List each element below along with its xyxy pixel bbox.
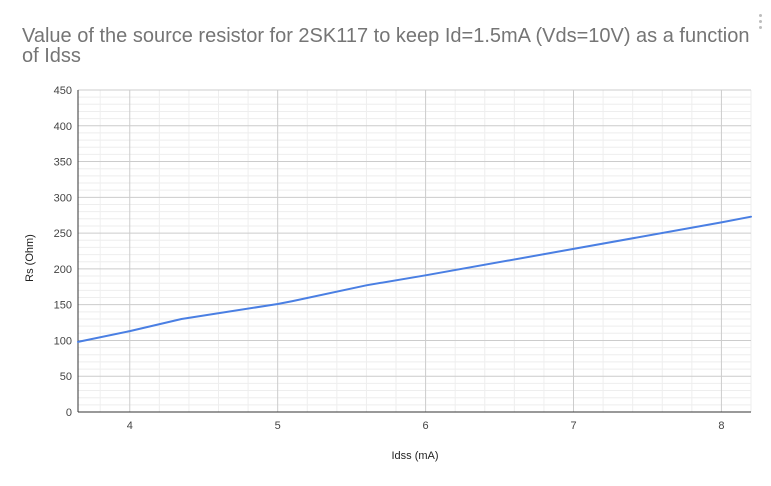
y-tick-label: 250 xyxy=(54,228,72,240)
series-layer xyxy=(77,215,752,343)
major-gridlines xyxy=(78,89,751,412)
x-tick-label: 7 xyxy=(570,420,576,432)
more-options-icon[interactable] xyxy=(757,12,765,30)
y-tick-label: 300 xyxy=(54,192,72,204)
x-axis-title: Idss (mA) xyxy=(391,450,438,462)
x-tick-label: 5 xyxy=(275,420,281,432)
y-axis-title: Rs (Ohm) xyxy=(24,234,36,282)
x-tick-label: 6 xyxy=(423,420,429,432)
y-tick-label: 450 xyxy=(54,85,72,97)
series-line-0 xyxy=(77,215,752,343)
y-tick-label: 400 xyxy=(54,121,72,133)
y-tick-label: 100 xyxy=(54,335,72,347)
y-tick-label: 50 xyxy=(60,371,72,383)
minor-gridlines xyxy=(78,90,752,412)
x-tick-labels: 4 5 6 7 8 xyxy=(127,420,725,432)
chart-title: Value of the source resistor for 2SK117 … xyxy=(22,25,750,67)
y-tick-label: 350 xyxy=(54,157,72,169)
x-tick-label: 8 xyxy=(718,420,724,432)
y-tick-label: 0 xyxy=(66,407,72,419)
y-tick-label: 150 xyxy=(54,300,72,312)
x-tick-label: 4 xyxy=(127,420,133,432)
y-tick-labels: 0 50 100 150 200 250 300 350 400 450 xyxy=(54,85,72,419)
y-tick-label: 200 xyxy=(54,264,72,276)
axes xyxy=(77,90,751,413)
